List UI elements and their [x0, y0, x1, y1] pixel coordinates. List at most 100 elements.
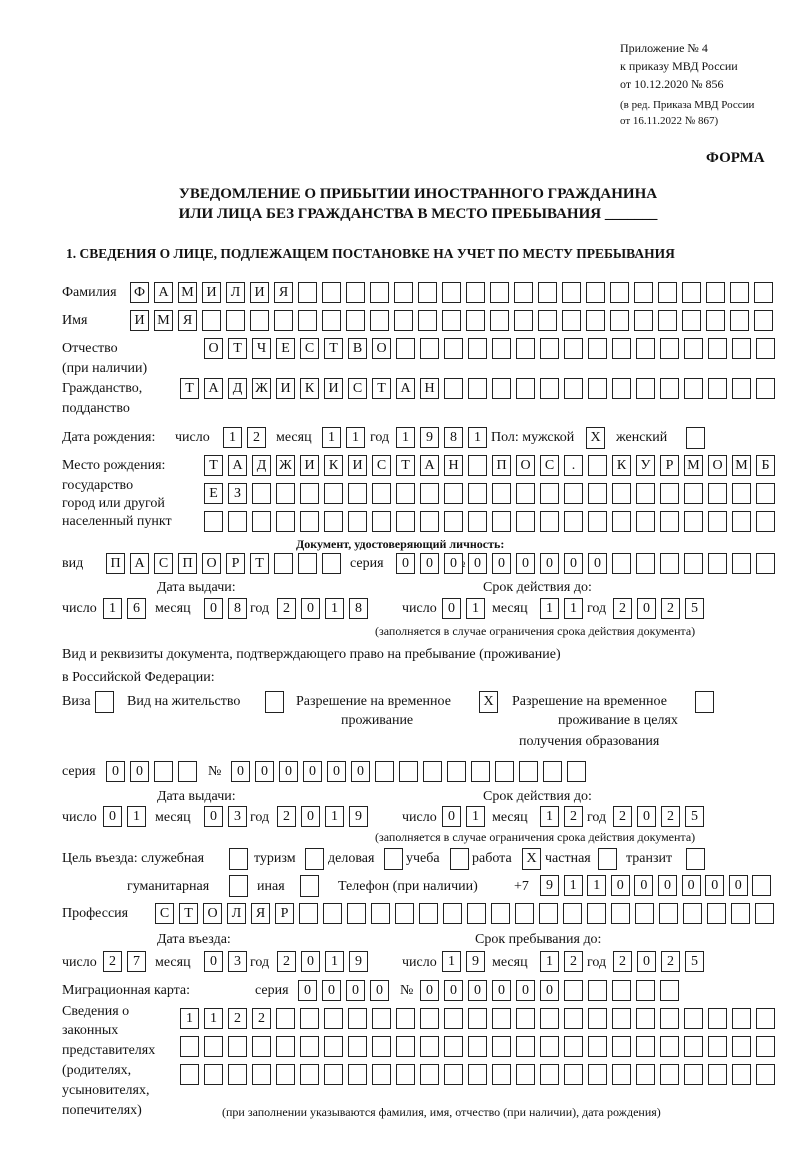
char-cell[interactable]	[346, 282, 365, 303]
char-cell[interactable]	[347, 903, 366, 924]
char-cell[interactable]	[538, 282, 557, 303]
char-cell[interactable]: Ж	[276, 455, 295, 476]
char-cell[interactable]	[588, 455, 607, 476]
char-cell[interactable]: 0	[637, 598, 656, 619]
char-cell[interactable]	[756, 1064, 775, 1085]
char-cell[interactable]: 1	[325, 951, 344, 972]
char-cell[interactable]: С	[372, 455, 391, 476]
checkbox[interactable]: X	[586, 427, 605, 449]
char-cell[interactable]	[516, 1036, 535, 1057]
char-cell[interactable]: П	[178, 553, 197, 574]
char-cell[interactable]: 0	[564, 553, 583, 574]
char-cell[interactable]: 2	[661, 951, 680, 972]
char-cell[interactable]	[706, 282, 725, 303]
char-cell[interactable]: Т	[179, 903, 198, 924]
char-cell[interactable]	[588, 511, 607, 532]
char-cell[interactable]	[611, 903, 630, 924]
char-cell[interactable]	[564, 511, 583, 532]
char-cell[interactable]: 0	[351, 761, 370, 782]
char-cell[interactable]	[300, 1036, 319, 1057]
char-cell[interactable]	[756, 338, 775, 359]
char-cell[interactable]: Я	[178, 310, 197, 331]
char-cell[interactable]	[540, 1008, 559, 1029]
char-cell[interactable]: А	[420, 455, 439, 476]
char-cell[interactable]	[682, 310, 701, 331]
char-cell[interactable]: 9	[349, 951, 368, 972]
char-cell[interactable]: 0	[204, 951, 223, 972]
char-cell[interactable]	[154, 761, 173, 782]
char-cell[interactable]	[612, 338, 631, 359]
char-cell[interactable]	[636, 980, 655, 1001]
char-cell[interactable]	[754, 310, 773, 331]
char-cell[interactable]	[684, 338, 703, 359]
char-cell[interactable]: 8	[349, 598, 368, 619]
char-cell[interactable]: 0	[204, 806, 223, 827]
char-cell[interactable]	[252, 1064, 271, 1085]
char-cell[interactable]	[420, 1036, 439, 1057]
char-cell[interactable]	[324, 1064, 343, 1085]
char-cell[interactable]	[420, 511, 439, 532]
checkbox[interactable]	[229, 848, 248, 870]
char-cell[interactable]	[660, 980, 679, 1001]
char-cell[interactable]	[444, 483, 463, 504]
char-cell[interactable]	[588, 378, 607, 399]
char-cell[interactable]	[276, 1064, 295, 1085]
char-cell[interactable]	[658, 310, 677, 331]
char-cell[interactable]: Т	[180, 378, 199, 399]
char-cell[interactable]	[564, 338, 583, 359]
char-cell[interactable]	[419, 903, 438, 924]
char-cell[interactable]: Л	[227, 903, 246, 924]
checkbox[interactable]	[598, 848, 617, 870]
char-cell[interactable]	[371, 903, 390, 924]
char-cell[interactable]: М	[732, 455, 751, 476]
char-cell[interactable]	[276, 511, 295, 532]
char-cell[interactable]	[752, 875, 772, 896]
char-cell[interactable]: И	[250, 282, 269, 303]
char-cell[interactable]: И	[324, 378, 343, 399]
char-cell[interactable]: 1	[540, 806, 559, 827]
char-cell[interactable]	[612, 980, 631, 1001]
char-cell[interactable]: И	[348, 455, 367, 476]
char-cell[interactable]	[468, 483, 487, 504]
char-cell[interactable]: 0	[231, 761, 250, 782]
char-cell[interactable]	[346, 310, 365, 331]
char-cell[interactable]: 5	[685, 806, 704, 827]
char-cell[interactable]	[468, 1008, 487, 1029]
char-cell[interactable]: 1	[325, 598, 344, 619]
char-cell[interactable]	[588, 338, 607, 359]
char-cell[interactable]	[418, 282, 437, 303]
char-cell[interactable]	[708, 553, 727, 574]
char-cell[interactable]	[564, 483, 583, 504]
char-cell[interactable]	[634, 282, 653, 303]
char-cell[interactable]: Ф	[130, 282, 149, 303]
char-cell[interactable]: 0	[637, 806, 656, 827]
char-cell[interactable]: О	[202, 553, 221, 574]
char-cell[interactable]	[756, 1008, 775, 1029]
char-cell[interactable]: 0	[637, 951, 656, 972]
checkbox[interactable]: X	[479, 691, 498, 713]
char-cell[interactable]: А	[396, 378, 415, 399]
char-cell[interactable]	[226, 310, 245, 331]
char-cell[interactable]	[274, 310, 293, 331]
char-cell[interactable]	[394, 282, 413, 303]
char-cell[interactable]: 2	[564, 951, 583, 972]
char-cell[interactable]	[348, 1036, 367, 1057]
char-cell[interactable]	[660, 1064, 679, 1085]
char-cell[interactable]	[444, 378, 463, 399]
char-cell[interactable]	[395, 903, 414, 924]
char-cell[interactable]: 0	[634, 875, 654, 896]
char-cell[interactable]	[468, 338, 487, 359]
char-cell[interactable]: 0	[298, 980, 317, 1001]
char-cell[interactable]	[276, 1036, 295, 1057]
char-cell[interactable]: 1	[346, 427, 365, 448]
char-cell[interactable]	[514, 282, 533, 303]
char-cell[interactable]: 1	[204, 1008, 223, 1029]
char-cell[interactable]: Л	[226, 282, 245, 303]
char-cell[interactable]	[708, 1064, 727, 1085]
char-cell[interactable]: 1	[466, 806, 485, 827]
char-cell[interactable]	[372, 511, 391, 532]
char-cell[interactable]: А	[228, 455, 247, 476]
char-cell[interactable]: 0	[279, 761, 298, 782]
char-cell[interactable]	[495, 761, 514, 782]
char-cell[interactable]	[396, 1036, 415, 1057]
